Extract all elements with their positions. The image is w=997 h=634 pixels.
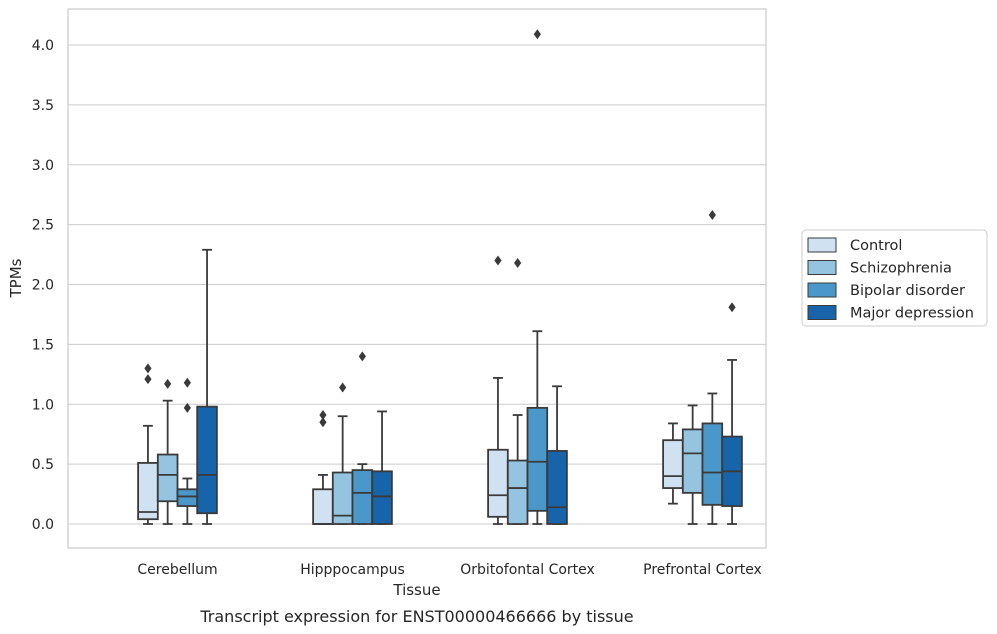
x-axis-label: Tissue — [392, 581, 440, 599]
box-body — [701, 422, 724, 506]
legend-label: Major depression — [850, 306, 974, 322]
legend-swatch — [807, 237, 837, 253]
box-control — [487, 255, 509, 525]
legend-swatch — [807, 305, 837, 320]
outlier-point — [183, 402, 191, 413]
y-tick-label: 4.0 — [32, 38, 54, 54]
x-tick-label: Prefrontal Cortex — [643, 562, 762, 578]
grid-lines — [68, 44, 766, 525]
box-body — [137, 462, 159, 521]
box-body — [681, 428, 704, 494]
legend-label: Control — [850, 238, 902, 254]
box-body — [196, 405, 218, 515]
legend-label: Bipolar disorder — [850, 283, 965, 299]
box-bipolar-disorder — [526, 29, 549, 525]
legend-swatch — [807, 260, 837, 275]
box-major-depression — [196, 248, 218, 525]
y-tick-labels: 0.0 0.5 1.0 1.5 2.0 2.5 3.0 3.5 4.0 — [32, 38, 54, 533]
box-body — [546, 450, 568, 525]
outlier-point — [358, 351, 366, 362]
outlier-point — [494, 255, 502, 266]
legend-swatch — [807, 282, 837, 298]
outlier-point — [514, 257, 522, 268]
y-tick-label: 0.5 — [32, 457, 54, 473]
box-schizophrenia — [506, 257, 529, 525]
y-tick-label: 1.5 — [32, 337, 54, 353]
box-body — [371, 470, 393, 525]
box-bipolar-disorder — [351, 351, 374, 525]
box-body — [351, 469, 374, 525]
outlier-point — [319, 410, 327, 421]
box-body — [312, 488, 334, 525]
box-body — [176, 488, 199, 507]
outlier-point — [708, 210, 716, 221]
y-tick-label: 3.0 — [32, 158, 54, 174]
y-tick-label: 2.0 — [32, 278, 54, 294]
outlier-point — [164, 378, 172, 389]
box-bipolar-disorder — [176, 377, 199, 525]
box-body — [506, 459, 529, 525]
x-tick-label: Cerebellum — [137, 562, 217, 578]
box-major-depression — [371, 410, 393, 525]
plot-frame — [67, 8, 767, 549]
box-body — [487, 448, 509, 518]
legend-frame — [801, 229, 988, 327]
x-tick-label: Orbitofontal Cortex — [460, 562, 595, 578]
box-body — [662, 439, 684, 489]
outlier-point — [533, 29, 541, 40]
outlier-point — [144, 363, 152, 374]
legend-label: Schizophrenia — [850, 261, 952, 277]
box-major-depression — [546, 385, 568, 525]
y-tick-label: 2.5 — [32, 218, 54, 234]
chart-caption: Transcript expression for ENST0000046666… — [199, 607, 633, 626]
y-axis-label: TPMs — [7, 258, 25, 298]
box-schizophrenia — [681, 404, 704, 525]
box-control — [137, 363, 159, 525]
box-body — [526, 406, 549, 512]
outlier-point — [144, 374, 152, 385]
outlier-point — [339, 382, 347, 393]
box-bipolar-disorder — [701, 210, 724, 525]
x-tick-label: Hipppocampus — [300, 562, 405, 578]
x-tick-labels: Cerebellum Hipppocampus Orbitofontal Corte… — [137, 562, 761, 578]
box-schizophrenia — [156, 378, 179, 525]
y-tick-label: 1.0 — [32, 397, 54, 413]
box-control — [662, 422, 684, 505]
outlier-point — [183, 377, 191, 388]
legend: Control Schizophrenia Bipolar disorder Majo… — [801, 229, 988, 327]
box-body — [156, 453, 179, 503]
box-control — [312, 410, 334, 525]
outlier-point — [319, 417, 327, 428]
box-major-depression — [721, 302, 743, 525]
box-groups — [137, 29, 743, 525]
y-tick-label: 3.5 — [32, 98, 54, 114]
outlier-point — [728, 302, 736, 313]
y-tick-label: 0.0 — [32, 517, 54, 533]
